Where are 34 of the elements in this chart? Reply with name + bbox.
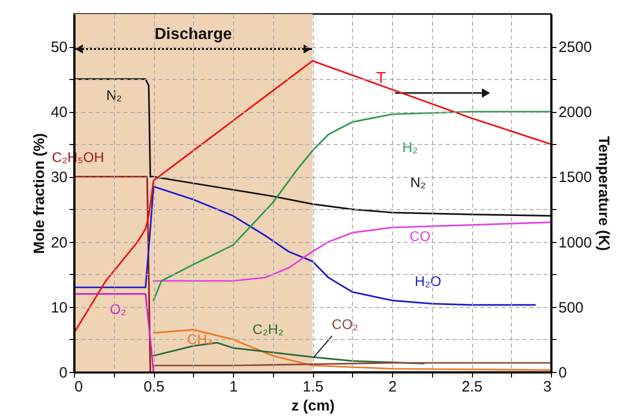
series-label: O₂ xyxy=(110,301,126,317)
x-axis-title: z (cm) xyxy=(291,398,335,414)
y2-tick-label: 1000 xyxy=(558,234,592,252)
y-tick-label: 50 xyxy=(50,39,68,56)
y2-tick-label: 2500 xyxy=(558,39,592,56)
series-label: N₂ xyxy=(106,87,122,103)
y2-tick-label: 1500 xyxy=(558,169,592,186)
band-label: Discharge xyxy=(154,26,232,43)
x-tick-label: 1 xyxy=(229,378,238,396)
x-tick-label: 1.5 xyxy=(302,378,324,396)
y2-tick-label: 500 xyxy=(558,299,584,316)
x-tick-label: 3 xyxy=(543,378,552,396)
y-tick-label: 20 xyxy=(50,234,68,252)
y-tick-label: 40 xyxy=(50,104,68,122)
y2-tick-label: 0 xyxy=(558,364,567,382)
y-tick-label: 10 xyxy=(50,299,68,316)
x-tick-label: 0 xyxy=(74,378,83,396)
y2-tick-label: 2000 xyxy=(558,104,592,122)
text: CO₂ xyxy=(332,316,358,332)
series-label: CO xyxy=(410,228,431,244)
x-tick-label: 2.5 xyxy=(462,378,482,396)
series-label: C₂H₂ xyxy=(252,321,284,337)
text: N₂ xyxy=(410,174,426,190)
series-label: T xyxy=(376,70,386,87)
series-label: H₂O xyxy=(414,273,442,289)
series-label: CH₄ xyxy=(187,331,214,347)
series-label: H₂ xyxy=(402,139,418,155)
y-tick-label: 0 xyxy=(59,364,68,382)
y-tick-label: 30 xyxy=(50,169,68,186)
line-series xyxy=(152,110,551,302)
x-tick-label: 0.5 xyxy=(144,378,164,396)
y-axis-title: Mole fraction (%) xyxy=(30,133,48,254)
x-tick-label: 2 xyxy=(388,378,397,396)
y2-axis-title: Temperature (K) xyxy=(594,136,612,251)
